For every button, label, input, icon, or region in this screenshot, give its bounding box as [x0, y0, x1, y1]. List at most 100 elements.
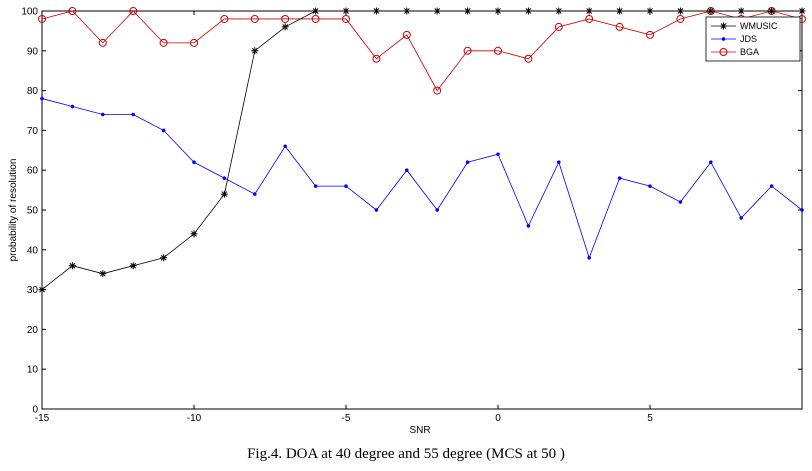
data-point-wmusic — [646, 7, 654, 15]
y-tick-label: 50 — [27, 206, 39, 217]
data-point-wmusic — [798, 7, 806, 15]
legend-marker-jds — [721, 37, 726, 41]
legend-marker-wmusic — [720, 22, 727, 30]
data-point-bga — [463, 46, 472, 55]
series-wmusic — [38, 7, 806, 294]
data-point-jds — [131, 112, 136, 117]
x-axis-ticks: -15 -10 -5 0 5 — [35, 11, 653, 424]
data-point-bga — [250, 14, 259, 23]
data-point-wmusic — [220, 190, 228, 198]
data-point-bga — [38, 14, 46, 23]
legend-marker-bga — [719, 48, 728, 56]
data-point-bga — [98, 38, 107, 47]
data-point-wmusic — [585, 7, 593, 15]
data-point-jds — [708, 160, 713, 165]
data-point-jds — [800, 208, 804, 212]
data-point-bga — [190, 38, 198, 47]
data-point-jds — [769, 184, 774, 188]
y-axis-label: probability of resolution — [8, 159, 19, 262]
data-point-bga — [402, 30, 411, 39]
data-point-wmusic — [99, 270, 107, 278]
y-tick-label: 80 — [27, 86, 39, 97]
series-line-jds — [41, 98, 803, 259]
data-point-wmusic — [190, 230, 198, 238]
data-point-bga — [615, 22, 624, 31]
data-point-bga — [646, 30, 654, 39]
data-point-bga — [524, 54, 533, 63]
data-point-bga — [554, 22, 563, 31]
data-point-wmusic — [433, 7, 441, 15]
y-tick-label: 40 — [27, 245, 39, 256]
data-point-jds — [587, 255, 592, 260]
legend-label-wmusic: WMUSIC — [740, 21, 778, 31]
data-point-wmusic — [494, 7, 502, 15]
y-tick-label: 60 — [27, 166, 39, 177]
data-point-wmusic — [768, 7, 776, 15]
data-point-bga — [676, 14, 685, 23]
data-point-jds — [161, 128, 166, 133]
data-point-wmusic — [342, 7, 350, 15]
data-point-jds — [283, 144, 288, 149]
x-tick-label: -10 — [187, 413, 202, 424]
data-point-wmusic — [68, 262, 76, 270]
data-point-bga — [129, 7, 138, 15]
data-point-jds — [40, 96, 44, 101]
data-point-wmusic — [372, 7, 380, 15]
y-tick-label: 30 — [27, 285, 39, 296]
data-point-jds — [435, 208, 440, 212]
figure-caption: Fig.4. DOA at 40 degree and 55 degree (M… — [247, 446, 565, 462]
legend-label-jds: JDS — [740, 34, 757, 44]
data-point-bga — [433, 86, 442, 95]
x-tick-label: 0 — [495, 413, 501, 424]
data-point-jds — [648, 184, 652, 188]
data-point-wmusic — [707, 7, 715, 15]
legend: WMUSIC JDS BGA — [705, 16, 801, 62]
x-tick-label: -5 — [342, 413, 351, 424]
data-point-wmusic — [312, 7, 320, 15]
series-line-wmusic — [41, 10, 802, 290]
data-point-wmusic — [281, 23, 289, 31]
data-point-jds — [222, 176, 227, 181]
data-point-wmusic — [464, 7, 472, 15]
data-point-wmusic — [403, 7, 411, 15]
y-tick-label: 100 — [21, 7, 38, 18]
data-point-bga — [311, 14, 320, 23]
data-point-wmusic — [251, 47, 259, 55]
plot-area-border — [41, 10, 803, 410]
y-tick-label: 90 — [27, 46, 39, 57]
data-point-jds — [556, 160, 561, 165]
data-point-bga — [281, 14, 290, 23]
series-jds — [40, 96, 804, 260]
y-tick-label: 10 — [27, 365, 39, 376]
data-point-wmusic — [160, 254, 168, 262]
y-tick-label: 70 — [27, 126, 39, 137]
data-point-wmusic — [737, 7, 745, 15]
data-point-jds — [496, 152, 500, 157]
y-tick-label: 0 — [32, 405, 38, 416]
y-tick-label: 20 — [27, 325, 39, 336]
legend-label-bga: BGA — [740, 47, 759, 57]
data-point-jds — [617, 176, 622, 181]
data-point-bga — [159, 38, 168, 47]
x-tick-label: -15 — [35, 413, 50, 424]
data-point-jds — [465, 160, 470, 165]
data-point-jds — [526, 224, 531, 228]
data-point-jds — [678, 200, 683, 204]
data-point-bga — [494, 46, 502, 55]
data-point-jds — [313, 184, 318, 188]
series-layer — [38, 7, 806, 294]
x-tick-label: 5 — [647, 413, 653, 424]
data-point-bga — [585, 14, 594, 23]
data-point-wmusic — [616, 7, 624, 15]
data-point-wmusic — [129, 262, 137, 270]
data-point-wmusic — [524, 7, 532, 15]
data-point-bga — [68, 7, 77, 15]
data-point-bga — [372, 54, 381, 63]
data-point-jds — [192, 160, 196, 165]
data-point-jds — [70, 104, 75, 109]
data-point-bga — [220, 14, 229, 23]
data-point-jds — [374, 208, 379, 212]
series-line-bga — [41, 10, 803, 92]
data-point-bga — [342, 14, 350, 23]
